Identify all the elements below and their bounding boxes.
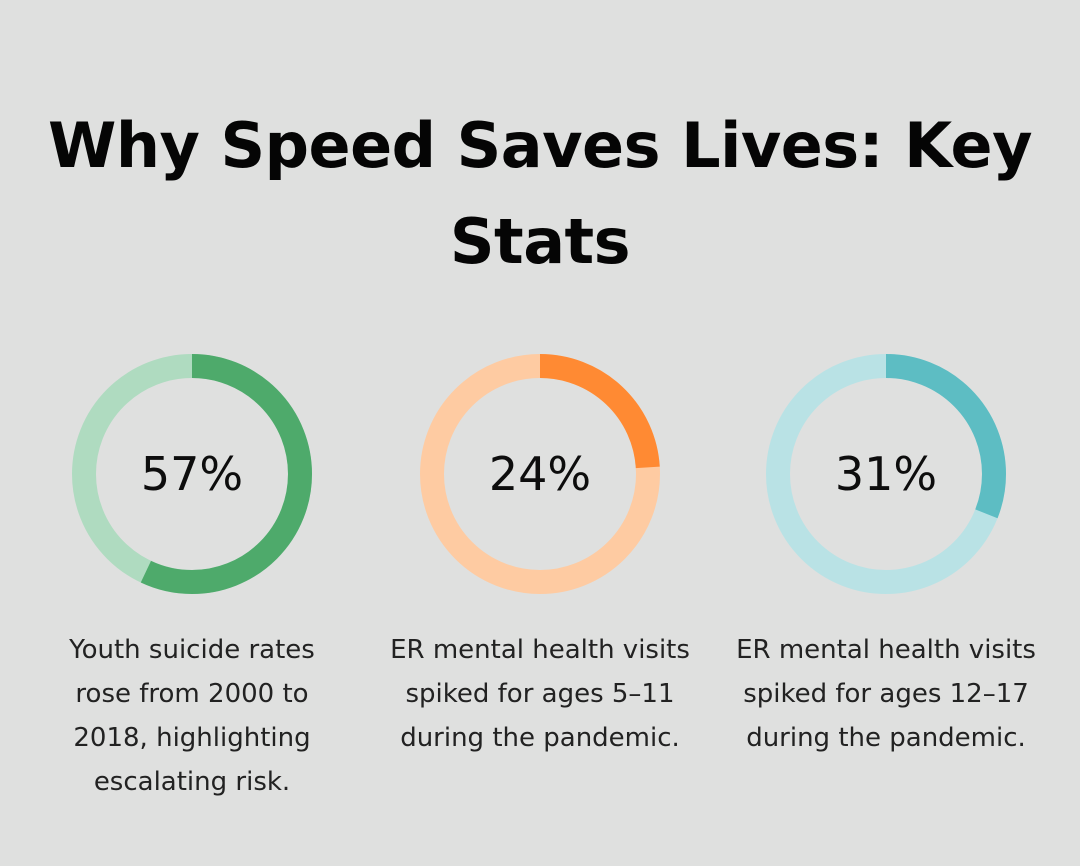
donut-svg xyxy=(72,354,312,594)
donut-chart: 24% xyxy=(416,350,664,598)
stat-card-er-ages-5-11: 24% ER mental health visits spiked for a… xyxy=(390,350,690,760)
donut-chart: 31% xyxy=(762,350,1010,598)
stat-caption: ER mental health visits spiked for ages … xyxy=(390,635,690,753)
donut-svg xyxy=(766,354,1006,594)
stat-caption: Youth suicide rates rose from 2000 to 20… xyxy=(69,635,315,797)
page-title: Why Speed Saves Lives: Key Stats xyxy=(48,109,1033,278)
stat-value: 57% xyxy=(140,447,244,501)
stat-card-youth-suicide: 57% Youth suicide rates rose from 2000 t… xyxy=(42,350,342,804)
stat-value: 24% xyxy=(488,447,592,501)
donut-svg xyxy=(420,354,660,594)
stat-caption: ER mental health visits spiked for ages … xyxy=(736,635,1036,753)
stat-value: 31% xyxy=(834,447,938,501)
donut-value-arc xyxy=(72,354,312,594)
donut-value-arc xyxy=(766,354,1006,594)
stat-card-er-ages-12-17: 31% ER mental health visits spiked for a… xyxy=(736,350,1036,760)
donut-chart: 57% xyxy=(68,350,316,598)
donut-value-arc xyxy=(420,354,660,594)
